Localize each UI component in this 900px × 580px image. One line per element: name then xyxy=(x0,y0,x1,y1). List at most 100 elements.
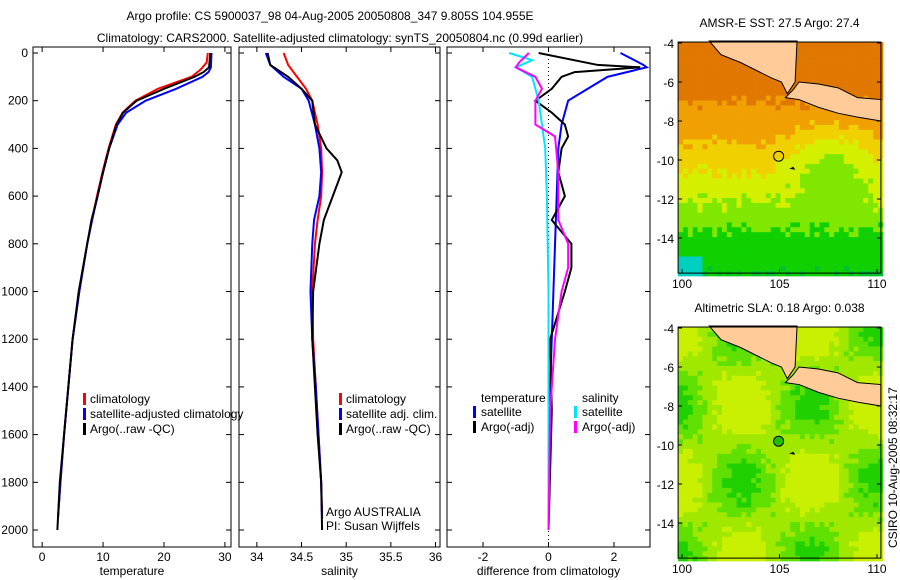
map-cell xyxy=(819,193,825,199)
map-cell xyxy=(775,251,781,257)
map-cell xyxy=(848,76,854,82)
map-cell xyxy=(863,159,869,165)
map-cell xyxy=(873,502,879,508)
map-cell xyxy=(790,256,796,262)
map-cell xyxy=(838,478,845,484)
map-cell xyxy=(678,400,684,406)
map-cell xyxy=(790,251,796,257)
map-cell xyxy=(707,105,713,111)
map-cell xyxy=(834,271,840,277)
map-cell xyxy=(712,336,718,342)
map-cell xyxy=(824,246,830,252)
map-cell xyxy=(702,46,708,53)
map-cell xyxy=(721,95,728,101)
map-cell xyxy=(741,124,747,131)
map-cell xyxy=(741,556,747,562)
map-cell xyxy=(834,246,840,252)
map-cell xyxy=(848,120,854,126)
map-cell xyxy=(770,395,776,401)
map-cell xyxy=(785,144,791,150)
map-cell xyxy=(775,144,781,150)
map-cell xyxy=(697,149,703,155)
map-cell xyxy=(697,468,703,474)
map-cell xyxy=(853,71,859,77)
map-cell xyxy=(790,124,796,131)
map-cell xyxy=(736,246,742,252)
map-cell xyxy=(843,178,850,184)
map-cell xyxy=(707,81,713,87)
map-cell xyxy=(765,222,772,228)
argo-position-marker xyxy=(773,150,785,162)
map-cell xyxy=(824,341,830,347)
map-cell xyxy=(843,361,850,367)
map-cell xyxy=(873,453,879,459)
map-cell xyxy=(858,424,864,430)
map-cell xyxy=(858,163,864,170)
map-cell xyxy=(814,551,820,557)
map-cell xyxy=(829,76,835,82)
map-cell xyxy=(712,536,718,542)
map-cell xyxy=(765,232,772,238)
map-cell xyxy=(834,46,840,53)
map-cell xyxy=(775,453,781,459)
map-cell xyxy=(819,346,825,352)
map-cell xyxy=(780,202,786,209)
map-cell xyxy=(780,468,786,474)
map-cell xyxy=(687,115,694,121)
map-cell xyxy=(721,468,728,474)
map-cell xyxy=(853,173,859,179)
map-cell xyxy=(824,546,830,552)
map-cell xyxy=(873,173,879,179)
map-cell xyxy=(736,271,742,277)
map-cell xyxy=(687,100,694,106)
legend-label: satellite xyxy=(481,405,522,419)
map-cell xyxy=(843,458,850,464)
map-cell xyxy=(731,251,737,257)
map-cell xyxy=(756,110,762,116)
map-cell xyxy=(765,129,772,135)
map-cell xyxy=(697,375,703,381)
map-cell xyxy=(678,188,684,194)
map-cell xyxy=(809,546,815,552)
x-tick-label: 36 xyxy=(429,550,443,564)
map-cell xyxy=(746,517,752,523)
map-cell xyxy=(702,202,708,209)
map-cell xyxy=(780,237,786,243)
map-cell xyxy=(873,198,879,204)
map-cell xyxy=(834,261,840,267)
map-cell xyxy=(838,541,845,547)
map-cell xyxy=(843,207,850,213)
map-cell xyxy=(809,251,815,257)
map-cell xyxy=(804,173,811,179)
legend-label: satellite adj. clim. xyxy=(346,407,437,421)
map-cell xyxy=(785,424,791,430)
map-cell xyxy=(712,232,718,238)
map-cell xyxy=(795,453,801,459)
map-cell xyxy=(814,61,820,67)
map-cell xyxy=(804,331,811,338)
map-cell xyxy=(721,395,728,401)
map-cell xyxy=(726,110,733,116)
map-cell xyxy=(746,71,752,77)
map-cell xyxy=(785,193,791,199)
map-cell xyxy=(682,149,689,155)
map-cell xyxy=(770,380,776,386)
map-cell xyxy=(829,395,835,401)
map-cell xyxy=(682,71,689,77)
map-cell xyxy=(858,541,864,547)
map-cell xyxy=(731,556,737,562)
map-cell xyxy=(770,400,776,406)
map-cell xyxy=(795,409,801,416)
map-cell xyxy=(726,551,733,557)
map-cell xyxy=(848,483,854,489)
map-cell xyxy=(721,366,728,372)
map-cell xyxy=(712,483,718,489)
map-cell xyxy=(682,76,689,82)
map-cell xyxy=(775,178,781,184)
map-cell xyxy=(824,409,830,416)
map-cell xyxy=(795,400,801,406)
map-cell xyxy=(858,526,864,533)
map-cell xyxy=(790,261,796,267)
map-cell xyxy=(868,251,874,257)
x-tick-label: 2 xyxy=(611,550,618,564)
